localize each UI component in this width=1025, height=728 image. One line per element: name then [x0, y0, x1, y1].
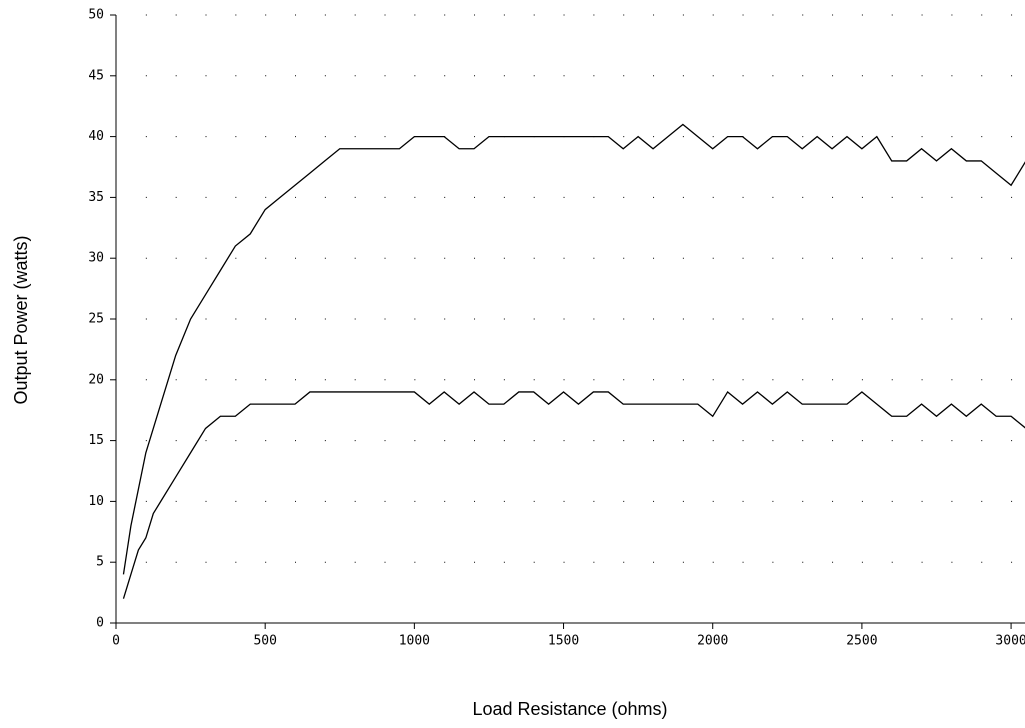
y-tick-label: 20	[88, 372, 104, 387]
data-line	[122, 390, 1025, 599]
x-tick-label: 1000	[399, 634, 430, 649]
data-line	[122, 123, 1025, 575]
x-tick-label: 1500	[548, 634, 579, 649]
y-tick-label: 30	[88, 251, 104, 266]
y-tick-label: 25	[88, 312, 104, 327]
y-tick-label: 10	[88, 494, 104, 509]
x-tick-label: 2000	[697, 634, 728, 649]
y-tick-label: 0	[96, 616, 104, 631]
y-tick-label: 45	[88, 68, 104, 83]
y-tick-label: 5	[96, 555, 104, 570]
x-tick-label: 2500	[846, 634, 877, 649]
y-tick-label: 50	[88, 8, 104, 23]
x-axis-title: Load Resistance (ohms)	[472, 699, 667, 719]
y-tick-label: 40	[88, 129, 104, 144]
y-tick-label: 35	[88, 190, 104, 205]
y-tick-label: 15	[88, 433, 104, 448]
x-tick-label: 0	[112, 634, 120, 649]
x-tick-label: 500	[253, 634, 276, 649]
y-axis-title: Output Power (watts)	[11, 235, 31, 404]
x-tick-label: 3000	[995, 634, 1025, 649]
